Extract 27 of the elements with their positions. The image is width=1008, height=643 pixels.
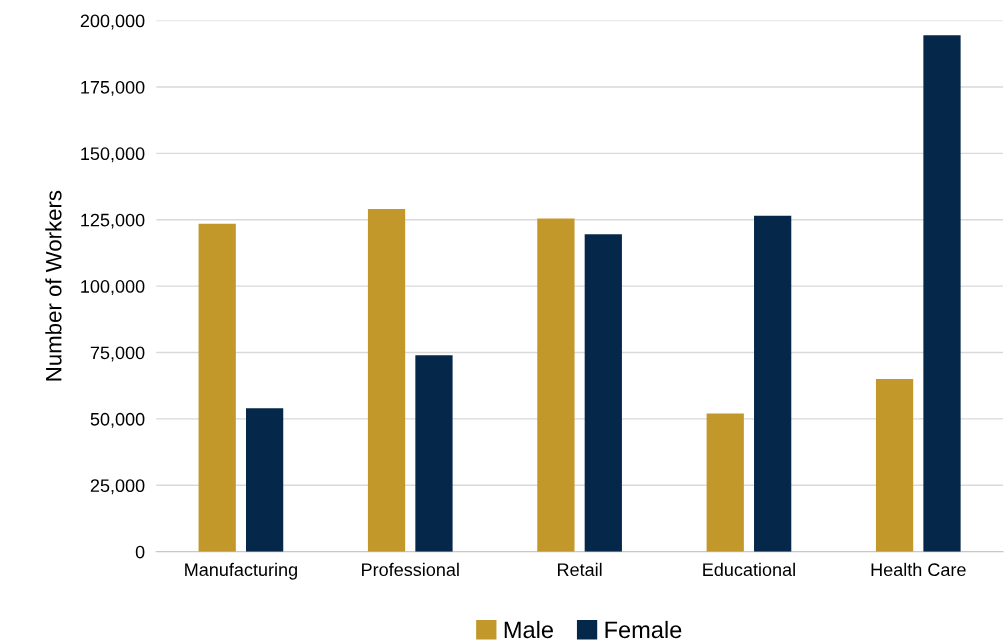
bar bbox=[584, 234, 622, 552]
bar bbox=[923, 35, 961, 552]
bar bbox=[198, 223, 236, 552]
y-tick-label: 0 bbox=[135, 545, 145, 559]
y-tick-label: 100,000 bbox=[81, 280, 145, 295]
y-tick-label: 200,000 bbox=[80, 14, 145, 30]
x-tick-label: Retail bbox=[558, 562, 602, 577]
x-tick-label: Health Care bbox=[871, 562, 966, 577]
y-tick-label: 150,000 bbox=[81, 147, 145, 163]
bar bbox=[537, 218, 575, 552]
legend-label: Female bbox=[605, 620, 682, 639]
y-tick-label: 175,000 bbox=[81, 80, 145, 96]
y-tick-label: 25,000 bbox=[90, 479, 145, 495]
bar bbox=[367, 209, 406, 552]
y-tick-label: 75,000 bbox=[90, 346, 145, 362]
x-tick-label: Educational bbox=[703, 562, 795, 577]
bar bbox=[875, 379, 914, 552]
bar bbox=[415, 355, 453, 552]
y-tick-label: 50,000 bbox=[90, 412, 145, 428]
bar bbox=[706, 413, 744, 552]
x-tick-label: Manufacturing bbox=[185, 562, 297, 580]
y-tick-label: 125,000 bbox=[81, 213, 145, 229]
bar bbox=[754, 215, 792, 552]
bar bbox=[245, 408, 284, 552]
legend-label: Male bbox=[504, 620, 553, 639]
x-tick-label: Professional bbox=[362, 562, 459, 577]
y-axis-title: Number of Workers bbox=[45, 190, 62, 381]
